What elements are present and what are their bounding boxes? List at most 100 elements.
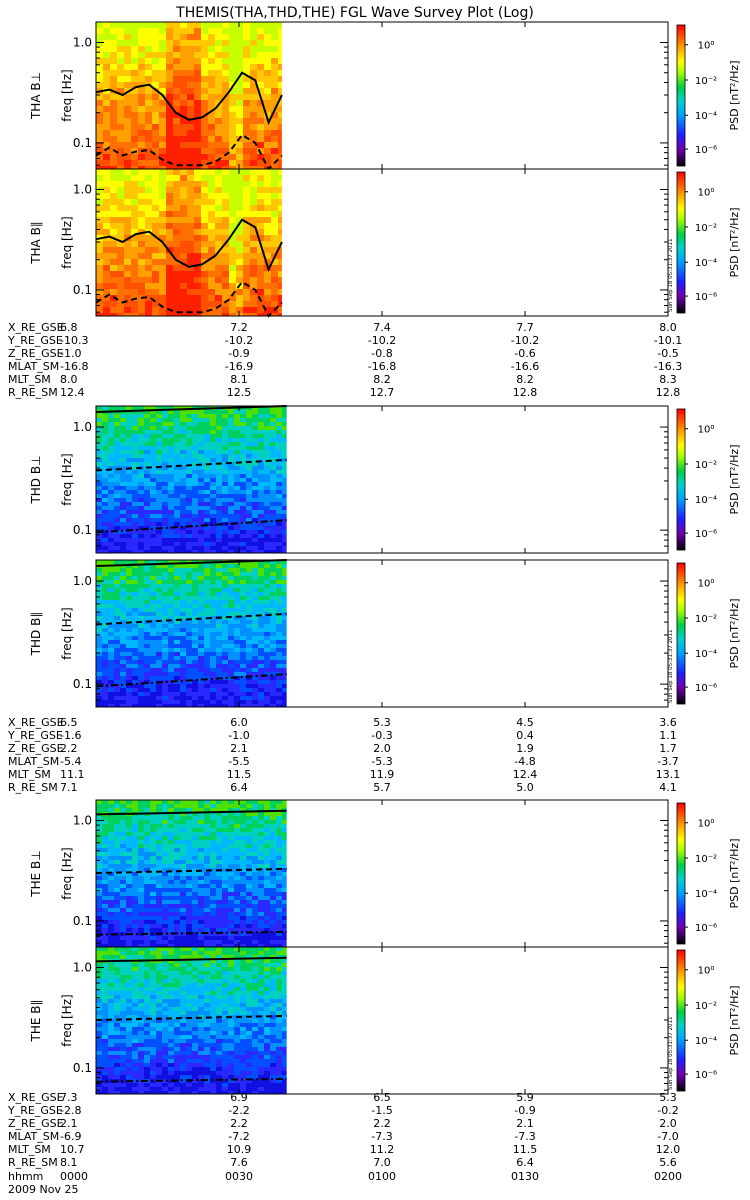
spectrogram-cell — [210, 564, 216, 568]
spectrogram-cell — [192, 534, 198, 538]
spectrogram-cell — [246, 680, 252, 684]
spectrogram-cell — [246, 688, 252, 692]
spectrogram-cell — [174, 916, 180, 920]
spectrogram-cell — [156, 612, 162, 616]
spectrogram-cell — [204, 836, 210, 840]
spectrogram-cell — [236, 88, 243, 94]
spectrogram-cell — [198, 506, 204, 510]
spectrogram-cell — [102, 876, 108, 880]
panel-label: THA B∥ — [29, 221, 43, 265]
spectrogram-cell — [246, 676, 252, 680]
spectrogram-cell — [174, 868, 180, 872]
spectrogram-cell — [138, 640, 144, 644]
spectrogram-cell — [120, 944, 126, 947]
spectrogram-cell — [258, 442, 264, 446]
spectrogram-cell — [186, 840, 192, 844]
spectrogram-cell — [258, 604, 264, 608]
spectrogram-cell — [270, 550, 276, 553]
spectrogram-cell — [150, 430, 156, 434]
spectrogram-cell — [216, 542, 222, 546]
spectrogram-cell — [124, 175, 131, 181]
spectrogram-cell — [246, 454, 252, 458]
spectrogram-cell — [159, 301, 166, 307]
spectrogram-cell — [271, 82, 278, 88]
spectrogram-cell — [144, 908, 150, 912]
spectrogram-cell — [180, 636, 186, 640]
spectrogram-cell — [201, 253, 208, 259]
spectrogram-cell — [174, 636, 180, 640]
spectrogram-cell — [201, 46, 208, 52]
spectrogram-cell — [264, 664, 270, 668]
spectrogram-cell — [180, 608, 186, 612]
spectrogram-cell — [192, 430, 198, 434]
spectrogram-cell — [144, 632, 150, 636]
spectrogram-cell — [246, 426, 252, 430]
spectrogram-cell — [216, 592, 222, 596]
spectrogram-cell — [210, 628, 216, 632]
spectrogram-cell — [194, 64, 201, 70]
spectrogram-cell — [144, 936, 150, 940]
spectrogram-cell — [138, 289, 145, 295]
spectrogram-cell — [204, 648, 210, 652]
spectrogram-cell — [108, 808, 114, 812]
spectrogram-cell — [174, 422, 180, 426]
spectrogram-cell — [192, 696, 198, 700]
spectrogram-cell — [156, 564, 162, 568]
spectrogram-cell — [257, 169, 264, 175]
spectrogram-cell — [150, 644, 156, 648]
spectrogram-cell — [186, 908, 192, 912]
spectrogram-cell — [204, 514, 210, 518]
spectrogram-cell — [234, 490, 240, 494]
spectrogram-cell — [166, 124, 173, 130]
spectrogram-cell — [208, 295, 215, 301]
spectrogram-cell — [228, 936, 234, 940]
spectrogram-cell — [131, 175, 138, 181]
spectrogram-cell — [180, 604, 186, 608]
spectrogram-cell — [187, 28, 194, 34]
spectrogram-cell — [204, 426, 210, 430]
spectrogram-cell — [198, 824, 204, 828]
spectrogram-cell — [264, 502, 270, 506]
spectrogram-cell — [228, 704, 234, 707]
spectrogram-cell — [264, 812, 270, 816]
spectrogram-cell — [150, 494, 156, 498]
spectrogram-cell — [117, 82, 124, 88]
spectrogram-cell — [126, 474, 132, 478]
spectrogram-cell — [126, 820, 132, 824]
spectrogram-cell — [150, 932, 156, 936]
spectrogram-cell — [180, 64, 187, 70]
spectrogram-cell — [240, 884, 246, 888]
spectrogram-cell — [208, 82, 215, 88]
spectrogram-cell — [264, 820, 270, 824]
spectrogram-cell — [180, 271, 187, 277]
spectrogram-cell — [174, 884, 180, 888]
spectrogram-cell — [108, 530, 114, 534]
spectrogram-cell — [194, 301, 201, 307]
spectrogram-cell — [246, 664, 252, 668]
spectrogram-cell — [240, 832, 246, 836]
spectrogram-cell — [168, 438, 174, 442]
spectrogram-cell — [236, 106, 243, 112]
spectrogram-cell — [162, 932, 168, 936]
spectrogram-cell — [192, 860, 198, 864]
spectrogram-cell — [282, 490, 287, 494]
spectrogram-cell — [236, 187, 243, 193]
spectrogram-cell — [198, 692, 204, 696]
spectrogram-cell — [192, 676, 198, 680]
spectrogram-cell — [215, 175, 222, 181]
spectrogram-cell — [210, 604, 216, 608]
spectrogram-cell — [120, 808, 126, 812]
spectrogram-cell — [257, 301, 264, 307]
spectrogram-cell — [187, 175, 194, 181]
spectrogram-cell — [126, 876, 132, 880]
spectrogram-cell — [228, 526, 234, 530]
spectrogram-cell — [258, 900, 264, 904]
spectrogram-cell — [180, 506, 186, 510]
spectrogram-cell — [96, 856, 102, 860]
spectrogram-cell — [201, 313, 208, 316]
spectrogram-line-dashdot — [95, 519, 287, 534]
spectrogram-cell — [166, 64, 173, 70]
spectrogram-cell — [126, 596, 132, 600]
spectrogram-cell — [114, 434, 120, 438]
spectrogram-cell — [186, 700, 192, 704]
